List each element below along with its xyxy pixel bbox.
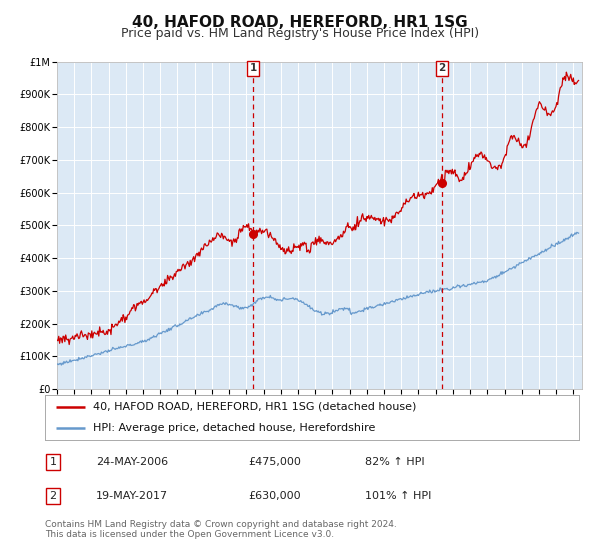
Text: 40, HAFOD ROAD, HEREFORD, HR1 1SG (detached house): 40, HAFOD ROAD, HEREFORD, HR1 1SG (detac…: [93, 402, 416, 412]
Text: 24-MAY-2006: 24-MAY-2006: [96, 457, 168, 467]
Text: Price paid vs. HM Land Registry's House Price Index (HPI): Price paid vs. HM Land Registry's House …: [121, 27, 479, 40]
Text: 1: 1: [250, 63, 257, 73]
Text: £630,000: £630,000: [248, 491, 301, 501]
Text: £475,000: £475,000: [248, 457, 301, 467]
Text: 19-MAY-2017: 19-MAY-2017: [96, 491, 168, 501]
Text: 40, HAFOD ROAD, HEREFORD, HR1 1SG: 40, HAFOD ROAD, HEREFORD, HR1 1SG: [132, 15, 468, 30]
Text: 2: 2: [439, 63, 446, 73]
Text: 1: 1: [50, 457, 56, 467]
Text: Contains HM Land Registry data © Crown copyright and database right 2024.
This d: Contains HM Land Registry data © Crown c…: [45, 520, 397, 539]
Text: 2: 2: [49, 491, 56, 501]
Text: 82% ↑ HPI: 82% ↑ HPI: [365, 457, 425, 467]
Text: 101% ↑ HPI: 101% ↑ HPI: [365, 491, 432, 501]
Text: HPI: Average price, detached house, Herefordshire: HPI: Average price, detached house, Here…: [93, 422, 376, 432]
